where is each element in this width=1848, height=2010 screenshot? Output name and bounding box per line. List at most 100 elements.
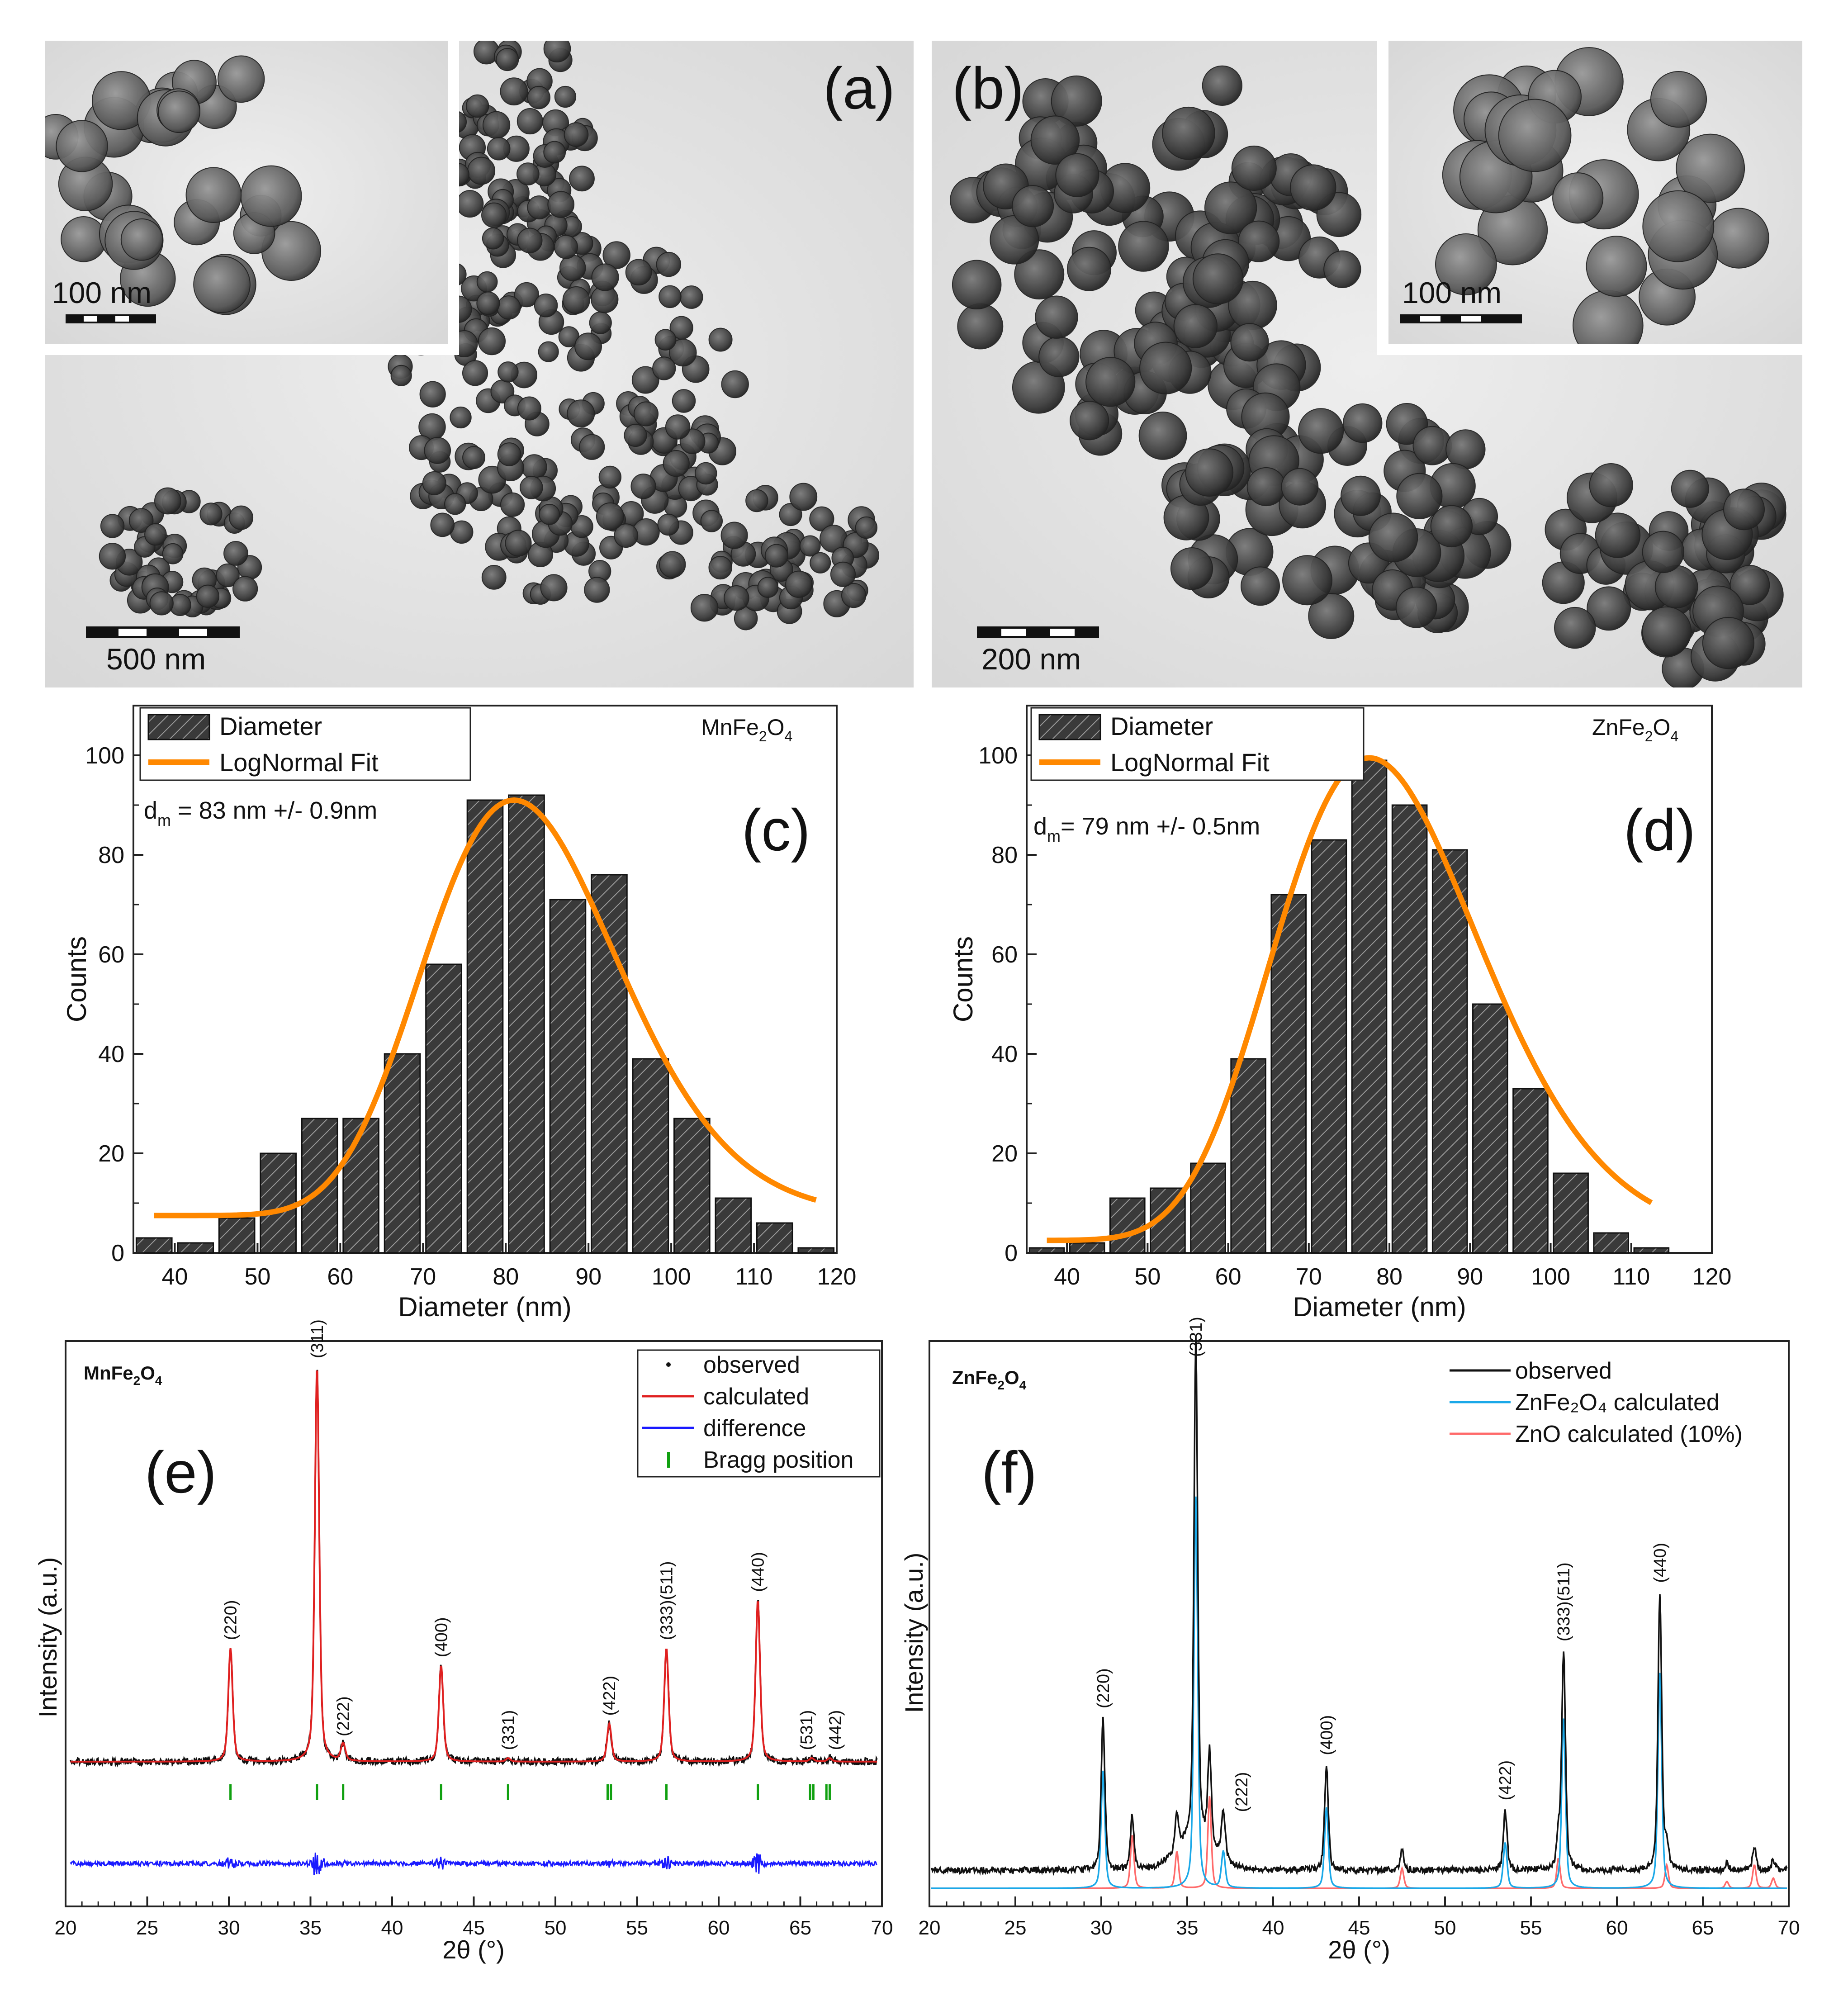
tem-particle [659,285,682,308]
xrd-f-peak-label: (222) [1232,1772,1251,1812]
tem-particle [1038,336,1080,377]
tem-particle [1139,341,1192,394]
tem-particle [1676,133,1745,203]
tem-particle [559,255,586,281]
tem-particle [708,555,732,580]
histogram-d-compound: ZnFe2O4 [1592,715,1678,744]
tem-particle [216,563,240,588]
tem-particle [229,505,254,530]
histogram-d-bar-10 [1431,849,1468,1254]
xrd-f-peak-label: (333)(511) [1554,1562,1573,1641]
tem-particle [1138,412,1187,460]
xrd-e-peak-label: (422) [600,1676,619,1716]
tem-particle [497,295,521,320]
tem-particle [514,282,540,308]
tem-particle [554,235,578,259]
panel-label-f: (f) [981,1439,1037,1505]
tem-particle [422,471,446,495]
tem-particle [591,263,619,291]
tem-particle [1445,429,1486,469]
tem-particle [1162,106,1215,160]
histogram-c-xtick-label: 110 [735,1264,773,1290]
histogram-d-ytick-label: 20 [991,1141,1018,1167]
tem-particle [700,510,723,532]
tem-particle [424,437,451,464]
histogram-c-bar-0 [135,1237,173,1254]
xrd-e-peak-label: (531) [797,1710,816,1750]
xrd-f-peak-label: (422) [1496,1760,1515,1801]
histogram-c-xtick-label: 120 [817,1264,857,1290]
tem-particle [56,120,108,172]
tem-particle [1014,249,1065,300]
histogram-d-bar-4 [1190,1162,1226,1254]
tem-particle [1173,304,1218,348]
tem-particle [562,286,590,314]
histogram-c-ytick-label: 40 [98,1041,124,1067]
histogram-d-bar-11 [1472,1003,1508,1254]
histogram-d-xtick-label: 80 [1376,1264,1403,1290]
tem-particle [390,365,412,386]
histogram-d-ytick-label: 80 [991,842,1018,868]
tem-particle [481,202,507,228]
xrd-e-peak-label: (442) [826,1710,845,1750]
panel-label-c: (c) [742,797,810,863]
histogram-c-bar-14 [715,1197,752,1254]
tem-particle [659,551,686,578]
tem-particle [100,514,125,538]
tem-particle [554,85,577,108]
tem-particle [633,401,659,427]
panel-label-e: (e) [145,1439,217,1505]
xrd-f-xtick-label: 45 [1348,1917,1370,1939]
tem-particle [1192,253,1244,304]
tem-particle [465,94,489,118]
xrd-f-peak-label: (331) [1187,1317,1206,1357]
tem-a-scale-label: 500 nm [106,642,206,676]
tem-particle [665,414,691,440]
xrd-e-xtick-label: 45 [463,1917,485,1939]
xrd-e-compound: MnFe2O4 [84,1362,162,1388]
tem-particle [149,591,174,616]
tem-particle [695,462,717,485]
histogram-c-bar-5 [342,1118,379,1254]
tem-particle [679,285,703,309]
tem-particle [1231,145,1277,191]
tem-particle [185,167,242,223]
tem-particle [1342,403,1383,443]
xrd-e-xtick-label: 20 [55,1917,77,1939]
tem-particle [1589,463,1633,507]
tem-particle [764,544,788,568]
tem-particle [785,570,813,598]
tem-particle [543,141,566,164]
histogram-d-xtick-label: 40 [1054,1264,1080,1290]
histogram-d-bar-8 [1351,759,1388,1254]
tem-particle [517,396,541,421]
histogram-c-xtick-label: 100 [652,1264,691,1290]
tem-particle [574,332,602,360]
tem-particle [1435,233,1497,295]
tem-particle [657,513,679,536]
tem-b-inset-particles [1435,47,1769,344]
histogram-c-bar-1 [177,1242,214,1254]
xrd-f-xtick-label: 55 [1520,1917,1542,1939]
legend-d-fit-label: LogNormal Fit [1110,748,1270,777]
tem-particle [476,291,500,315]
tem-particle [1552,172,1604,224]
tem-particle [462,360,488,386]
histogram-d-bar-7 [1311,839,1347,1254]
tem-particle [496,48,519,71]
xrd-f-peak-label: (440) [1651,1543,1670,1583]
tem-panel-b: (b) 100 nm 200 nm [932,41,1802,687]
tem-particle [614,523,639,548]
tem-particle [1085,357,1136,407]
tem-particle [745,489,768,512]
tem-particle [624,423,647,447]
histogram-c-xtick-label: 80 [493,1264,519,1290]
histogram-c-ytick-label: 0 [111,1240,124,1266]
histogram-d-plot: 40 50 60 70 80 90 100 110 120 0 20 40 60 80 100 [978,743,1731,1290]
tem-particle [855,516,878,539]
xrd-f-xlabel: 2θ (°) [1328,1935,1390,1964]
tem-particle [223,541,248,566]
histogram-c-bar-13 [673,1118,711,1254]
xrd-f-xtick-label: 50 [1434,1917,1456,1939]
